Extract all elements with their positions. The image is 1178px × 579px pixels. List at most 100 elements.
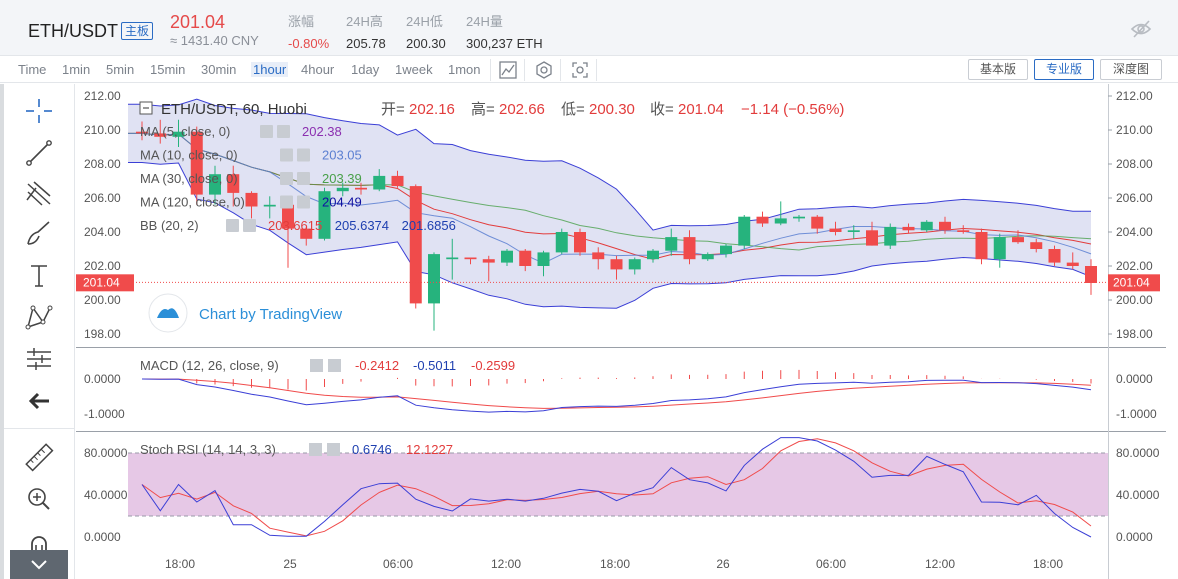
pitchfork-icon[interactable] (22, 178, 56, 208)
candle-body (920, 221, 933, 231)
brush-icon[interactable] (22, 218, 56, 248)
indicator-icon[interactable] (534, 60, 554, 80)
drawing-toolbar (0, 84, 75, 579)
chart-title: ETH/USDT, 60, Huobi (161, 101, 307, 118)
text-icon[interactable] (22, 260, 56, 290)
macd-value: -0.2599 (471, 358, 515, 373)
time-tick-label: 12:00 (925, 557, 955, 571)
back-arrow-icon[interactable] (22, 386, 56, 416)
trend-line-icon[interactable] (22, 138, 56, 168)
tradingview-watermark[interactable]: Chart by TradingView (148, 293, 342, 333)
left-price-tick-label: 200.00 (84, 293, 121, 307)
indicator-label: MA (30, close, 0) (140, 171, 238, 186)
timeframe-30min[interactable]: 30min (201, 62, 237, 77)
timeframe-1mon[interactable]: 1mon (448, 62, 481, 77)
screenshot-icon[interactable] (570, 60, 590, 80)
candle-body (811, 216, 824, 229)
macd-left-tick: -1.0000 (84, 407, 125, 421)
candle-body (482, 259, 495, 263)
macd-signal-line (141, 378, 1092, 409)
candle-body (647, 250, 659, 260)
chevron-down-icon (31, 560, 47, 570)
remove-close-icon (243, 219, 256, 232)
stat-value: -0.80% (288, 36, 330, 51)
stat-label: 24H低 (406, 14, 443, 29)
candle-body (373, 175, 386, 190)
candle-body (774, 218, 787, 224)
cny-price: ≈ 1431.40 CNY (170, 33, 259, 48)
basic-view-button[interactable]: 基本版 (968, 59, 1028, 80)
macd-left-tick: 0.0000 (84, 372, 121, 386)
remove-close-icon (297, 172, 310, 185)
rsi-label: Stoch RSI (14, 14, 3, 3) (140, 442, 276, 457)
macd-line (141, 378, 1092, 413)
chart-area[interactable]: 198.00 200.00 202.00 204.00 206.00 208.00 210.… (76, 84, 1178, 579)
toolbar-divider (490, 59, 491, 81)
ohlc-close-label: 收= (650, 101, 674, 118)
settings-gear-icon (280, 148, 293, 162)
timeframe-15min[interactable]: 15min (150, 62, 186, 77)
candle-type-icon[interactable] (498, 60, 518, 80)
hide-eye-icon[interactable] (1130, 18, 1152, 40)
indicator-value: 204.49 (322, 195, 362, 210)
macd-pane[interactable]: 0.0000 0.0000 -1.0000 -1.0000 MACD (12, 26, … (84, 358, 1157, 421)
last-price-tag-left (76, 274, 134, 292)
rsi-left-tick: 0.0000 (84, 530, 121, 544)
price-axis[interactable]: 198.00 200.00 202.00 204.00 206.00 208.00 210.… (1108, 89, 1153, 341)
chart-legend: ETH/USDT, 60, Huobi 开= 202.16 高= 202.66 … (139, 101, 844, 118)
timeframe-1hour[interactable]: 1hour (251, 62, 289, 77)
ohlc-open-label: 开= (381, 101, 405, 118)
candle-body (172, 131, 185, 137)
pair-title: ETH/USDT (28, 21, 118, 41)
timeframe-1week[interactable]: 1week (395, 62, 433, 77)
candle-body (537, 252, 550, 266)
stoch-rsi-pane[interactable]: 80.0000 80.0000 40.0000 40.0000 0.0000 0.0000… (84, 437, 1160, 544)
macd-close-icon (328, 359, 341, 372)
candle-body (300, 228, 313, 239)
price-tick-label: 198.00 (1116, 327, 1153, 341)
change-stat: 涨幅 -0.80% (288, 11, 329, 51)
stat-value: 205.78 (346, 36, 386, 51)
candle-body (939, 221, 951, 231)
indicator-label: MA (10, close, 0) (140, 148, 238, 163)
measure-icon[interactable] (22, 344, 56, 374)
ruler-icon[interactable] (22, 442, 56, 472)
left-price-tick-label: 204.00 (84, 225, 121, 239)
price-tick-label: 202.00 (1116, 259, 1153, 273)
settings-gear-icon (280, 172, 293, 185)
candle-body (428, 254, 440, 304)
zoom-in-icon[interactable] (22, 484, 56, 514)
rsi-settings-icon (309, 443, 322, 456)
timeframe-4hour[interactable]: 4hour (301, 62, 335, 77)
macd-label: MACD (12, 26, close, 9) (140, 358, 279, 373)
time-tick-label: 25 (283, 557, 297, 571)
time-axis[interactable]: 18:00 25 06:00 12:00 18:00 26 06:00 12:00 18:00 (165, 557, 1063, 571)
crosshair-icon[interactable] (22, 96, 56, 126)
timeframe-time[interactable]: Time (18, 62, 47, 77)
timeframe-1min[interactable]: 1min (62, 62, 91, 77)
pattern-icon[interactable] (22, 302, 56, 332)
ohlc-open-value: 202.16 (409, 101, 455, 118)
macd-value: -0.5011 (413, 358, 456, 373)
candle-body (136, 131, 148, 134)
stat-label: 24H量 (466, 14, 503, 29)
rsi-value: 0.6746 (352, 442, 392, 457)
price-tick-label: 206.00 (1116, 191, 1153, 205)
time-tick-label: 18:00 (600, 557, 630, 571)
indicator-label: MA (120, close, 0) (140, 195, 245, 210)
depth-chart-button[interactable]: 深度图 (1100, 59, 1162, 80)
macd-value: -0.2412 (355, 358, 399, 373)
timeframe-1day[interactable]: 1day (351, 62, 380, 77)
price-change: −1.14 (−0.56%) (741, 101, 844, 118)
timeframe-5min[interactable]: 5min (106, 62, 135, 77)
candle-body (665, 237, 678, 251)
candle-body (263, 204, 276, 207)
bollinger-band-fill (128, 99, 1091, 309)
candle-body (592, 252, 605, 260)
pro-view-button[interactable]: 专业版 (1034, 59, 1094, 80)
tools-scroll-button[interactable] (10, 550, 68, 579)
price-tick-label: 200.00 (1116, 293, 1153, 307)
stat-label: 24H高 (346, 14, 383, 29)
candle-body (957, 230, 970, 232)
candle-body (355, 187, 367, 190)
